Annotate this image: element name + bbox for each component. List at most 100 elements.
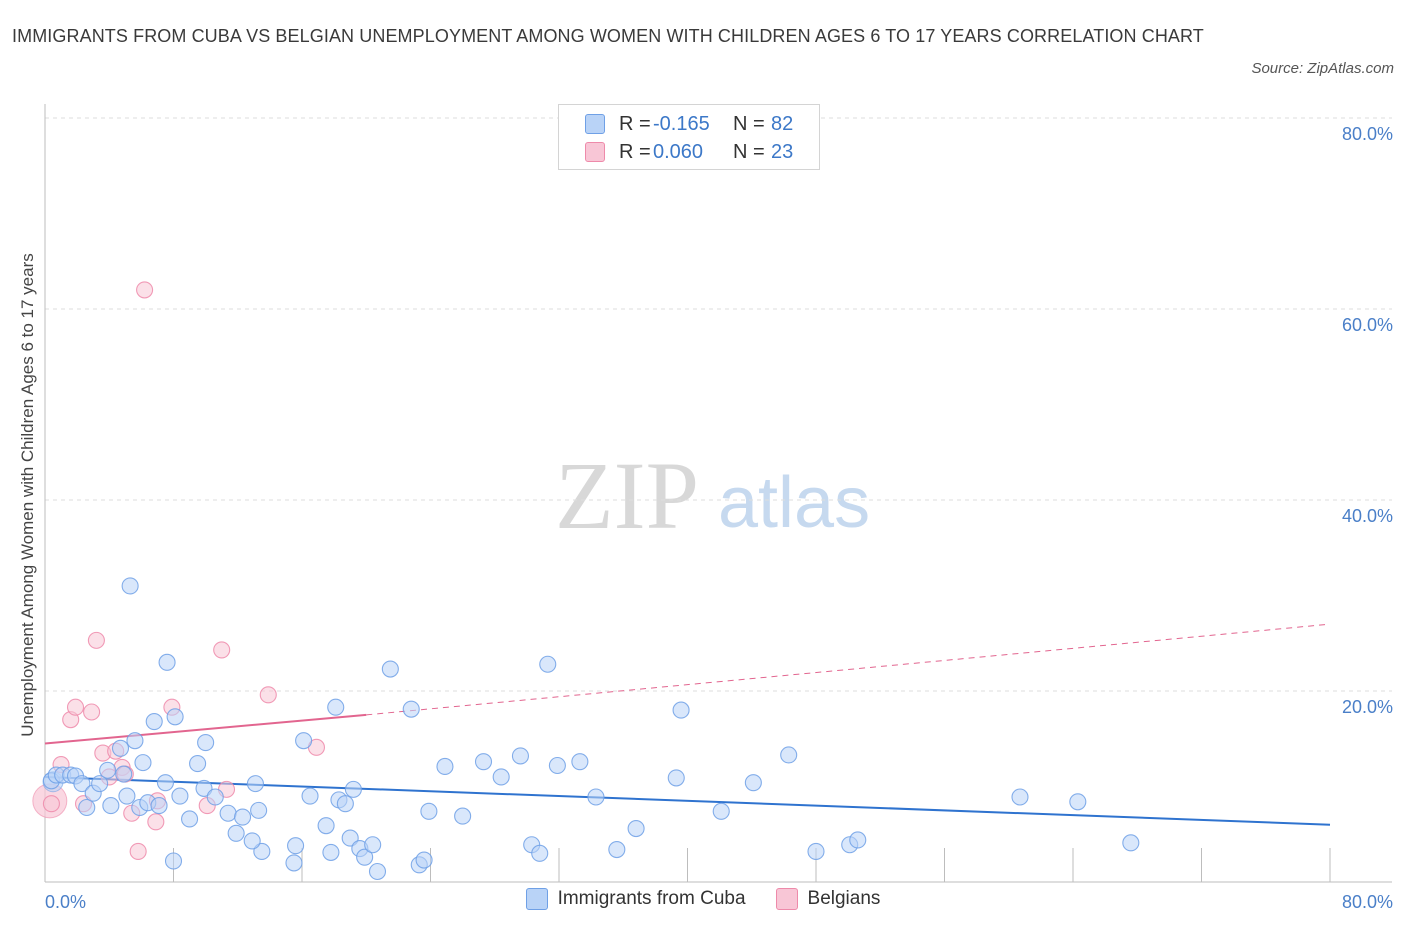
belgian-point [129, 842, 147, 860]
cuba-point [111, 739, 130, 757]
cuba-point [253, 842, 271, 860]
series-name-belgians: Belgians [807, 888, 881, 909]
cuba-point [849, 831, 867, 849]
cuba-point [341, 829, 359, 847]
legend-n-label: N = [733, 140, 765, 163]
cuba-point [317, 817, 335, 835]
cuba-point [250, 801, 268, 819]
cuba-point [121, 577, 139, 595]
cuba-point [356, 848, 374, 866]
cuba-point [227, 824, 245, 842]
y-tick-label: 20.0% [1342, 697, 1393, 717]
data-points [32, 281, 1140, 881]
cuba-point [474, 753, 493, 771]
belgian-trend-extension [366, 623, 1331, 716]
cuba-point [420, 802, 438, 820]
trend-lines [44, 623, 1331, 826]
source-note: Source: ZipAtlas.com [1251, 60, 1394, 77]
cuba-point [118, 787, 136, 805]
cuba-point [181, 810, 199, 828]
cuba-point [364, 836, 382, 854]
cuba-point [1011, 788, 1029, 806]
chart-title: IMMIGRANTS FROM CUBA VS BELGIAN UNEMPLOY… [12, 26, 1204, 46]
legend-row-cuba: R = -0.165 N = 82 [585, 110, 793, 138]
belgian-point [147, 813, 165, 831]
cuba-point [327, 698, 345, 716]
tick-labels: 20.0% 40.0% 60.0% 80.0% 0.0% 80.0% [45, 124, 1393, 912]
cuba-point [219, 804, 237, 822]
y-tick-label: 40.0% [1342, 506, 1393, 526]
series-swatch-cuba [525, 888, 548, 910]
cuba-point [381, 660, 399, 678]
cuba-point [571, 753, 589, 771]
cuba-point [454, 807, 472, 825]
legend-row-belgians: R = 0.060 N = 23 [585, 138, 793, 166]
legend-r-label: R = [619, 112, 651, 135]
series-legend: Immigrants from Cuba Belgians [0, 888, 1406, 910]
cuba-point [368, 862, 387, 881]
cuba-point [145, 713, 163, 731]
cuba-point [285, 854, 303, 872]
cuba-point [672, 701, 690, 719]
cuba-point [150, 797, 168, 815]
cuba-point [548, 756, 566, 775]
belgian-point [87, 631, 105, 649]
cuba-point [539, 655, 557, 673]
cuba-point [189, 755, 207, 773]
cuba-point [712, 802, 730, 820]
cuba-point [195, 779, 213, 797]
cuba-point [164, 852, 183, 870]
watermark-zip-text: ZIP [555, 442, 699, 549]
cuba-point [126, 732, 144, 750]
series-legend-item-belgians[interactable]: Belgians [775, 888, 881, 910]
cuba-point [344, 780, 362, 798]
belgian-point [66, 698, 85, 716]
belgian-point [259, 686, 277, 704]
cuba-point [492, 768, 510, 786]
cuba-point [158, 653, 176, 671]
cuba-point [1122, 834, 1140, 852]
belgian-point [213, 641, 231, 659]
cuba-point [156, 774, 175, 792]
cuba-point [99, 761, 117, 779]
cuba-point [301, 787, 319, 805]
stats-legend: R = -0.165 N = 82 R = 0.060 N = 23 [558, 104, 820, 170]
legend-r-value: 0.060 [653, 140, 704, 163]
cuba-point [287, 837, 305, 855]
cuba-point [102, 797, 120, 815]
legend-n-value: 82 [771, 112, 794, 135]
cuba-point [1069, 793, 1087, 811]
belgian-point [136, 281, 154, 299]
cuba-point [627, 819, 645, 838]
cuba-point [234, 808, 252, 826]
cuba-point [322, 843, 340, 861]
cuba-point [171, 787, 189, 805]
cuba-point [134, 754, 152, 772]
axes [44, 104, 1392, 883]
cuba-point [243, 832, 261, 850]
watermark: ZIP atlas [555, 442, 870, 549]
legend-r-value: -0.165 [653, 112, 710, 135]
x-tick-label: 0.0% [45, 892, 86, 912]
cuba-point [91, 775, 109, 793]
cuba-point [780, 746, 798, 764]
cuba-point [415, 851, 433, 869]
legend-r-label: R = [619, 140, 651, 163]
legend-n-value: 23 [771, 140, 794, 163]
series-swatch-belgians [775, 888, 798, 910]
y-tick-label: 60.0% [1342, 315, 1393, 335]
cuba-point [206, 788, 224, 806]
gridlines [45, 117, 1392, 692]
cuba-point [78, 798, 96, 817]
belgian-trend-line [44, 713, 367, 745]
cuba-point [197, 734, 215, 752]
cuba-point [667, 769, 685, 787]
cuba-point [166, 708, 184, 726]
legend-swatch-cuba [585, 114, 605, 134]
series-legend-item-cuba[interactable]: Immigrants from Cuba [525, 888, 746, 910]
cuba-point [744, 774, 762, 792]
cuba-point [295, 732, 313, 750]
cuba-point [246, 775, 264, 793]
cuba-point [511, 747, 530, 765]
